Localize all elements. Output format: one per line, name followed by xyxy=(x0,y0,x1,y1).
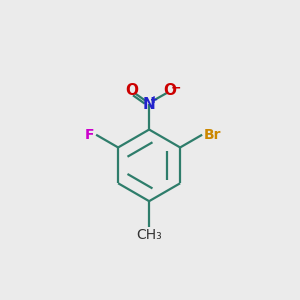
Text: +: + xyxy=(150,94,158,104)
Text: O: O xyxy=(125,83,138,98)
Text: CH₃: CH₃ xyxy=(136,228,162,242)
Text: O: O xyxy=(163,83,176,98)
Text: N: N xyxy=(143,97,155,112)
Text: F: F xyxy=(85,128,94,142)
Text: Br: Br xyxy=(204,128,221,142)
Text: −: − xyxy=(170,82,181,94)
